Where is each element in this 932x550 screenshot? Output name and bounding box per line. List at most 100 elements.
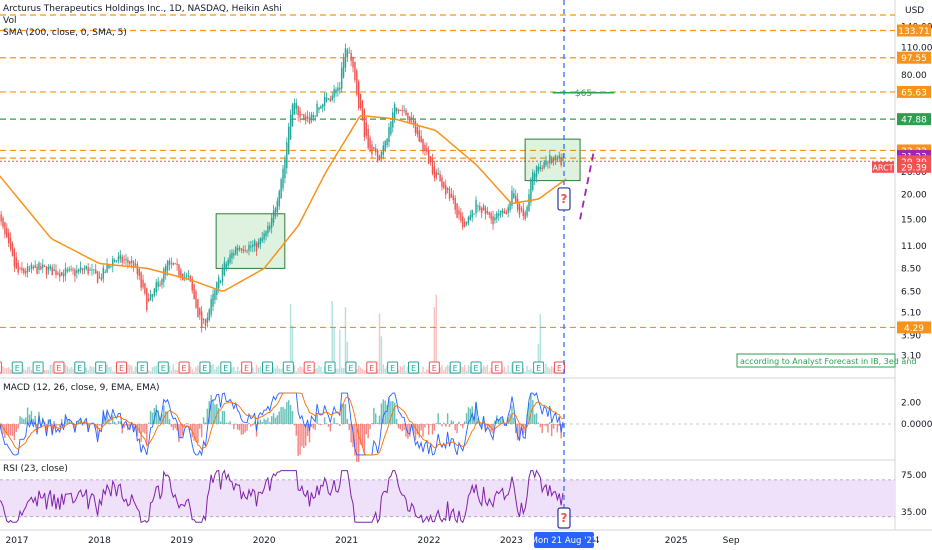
volume-bar <box>418 371 420 374</box>
candle-body <box>110 266 112 267</box>
macd-histogram-bar <box>367 424 369 439</box>
macd-histogram-bar <box>248 422 250 424</box>
macd-histogram-bar <box>359 424 362 445</box>
earnings-marker-label: E <box>36 364 41 373</box>
candle-body <box>384 140 386 151</box>
volume-bar <box>217 365 220 374</box>
vol-legend[interactable]: Vol <box>3 16 17 26</box>
macd-histogram-bar <box>240 424 243 435</box>
candle-body <box>443 182 445 189</box>
volume-bar <box>337 368 339 374</box>
macd-histogram-bar <box>393 402 396 424</box>
volume-bar <box>127 364 129 374</box>
candle-body <box>246 250 248 252</box>
candle-body <box>47 267 50 271</box>
volume-bar <box>439 367 441 374</box>
earnings-marker-icon <box>157 361 169 374</box>
price-tick-label: 5.10 <box>901 308 921 318</box>
volume-bar <box>26 366 29 374</box>
candle-body <box>93 269 95 271</box>
level-badge-1 <box>897 51 931 64</box>
earnings-marker-label: E <box>453 364 458 373</box>
macd-histogram-bar <box>284 408 286 424</box>
crosshair-date-label: Mon 21 Aug '23 <box>531 536 598 546</box>
macd-legend[interactable]: MACD (12, 26, close, 9, EMA, EMA) <box>3 383 160 393</box>
price-tick-label: 20.00 <box>901 191 927 201</box>
volume-bar <box>543 371 545 374</box>
macd-histogram-bar <box>25 417 27 424</box>
candle-body <box>76 270 78 273</box>
volume-bar <box>110 366 112 374</box>
volume-bar <box>445 366 447 374</box>
volume-bar <box>238 370 241 374</box>
earnings-marker-icon <box>407 361 419 374</box>
macd-histogram-bar <box>132 424 135 432</box>
earnings-marker-label: E <box>557 364 562 373</box>
macd-histogram-bar <box>552 424 555 429</box>
volume-bar <box>526 365 528 374</box>
macd-histogram-bar <box>375 413 377 424</box>
candle-body <box>547 162 549 164</box>
sma-legend[interactable]: SMA (200, close, 0, SMA, 5) <box>3 28 127 38</box>
macd-histogram-bar <box>265 419 267 424</box>
macd-histogram-bar <box>390 401 392 424</box>
earnings-marker-icon <box>53 361 65 374</box>
volume-bar <box>463 364 466 374</box>
macd-histogram-bar <box>227 422 229 424</box>
candle-body <box>161 279 163 285</box>
volume-bar <box>314 369 316 374</box>
candle-body <box>236 248 239 251</box>
volume-bar <box>356 368 358 374</box>
macd-histogram-bar <box>225 422 227 424</box>
candle-body <box>261 237 263 242</box>
candle-body <box>253 240 256 246</box>
candle-body <box>454 197 456 210</box>
volume-bar <box>45 370 48 374</box>
macd-histogram-bar <box>267 417 269 424</box>
candle-body <box>195 291 197 308</box>
earnings-marker-icon <box>533 361 545 374</box>
candle-body <box>550 158 553 164</box>
volume-bar <box>399 365 402 374</box>
candle-body <box>280 179 282 199</box>
macd-histogram-bar <box>77 421 80 424</box>
macd-histogram-bar <box>333 417 335 424</box>
time-tick-label: 2022 <box>418 536 441 546</box>
macd-histogram-bar <box>305 424 307 446</box>
macd-histogram-bar <box>200 424 203 438</box>
macd-histogram-bar <box>378 415 381 424</box>
macd-histogram-bar <box>312 424 315 429</box>
macd-histogram-bar <box>429 424 432 425</box>
macd-histogram-bar <box>161 413 163 424</box>
macd-histogram-bar <box>282 406 284 424</box>
candle-body <box>53 269 55 272</box>
macd-histogram-bar <box>380 403 383 424</box>
macd-histogram-bar <box>530 393 532 424</box>
price-tick-label: 80.00 <box>901 71 927 81</box>
volume-bar <box>132 371 135 374</box>
macd-histogram-bar <box>223 411 226 424</box>
macd-histogram-bar <box>539 424 542 428</box>
chart-title[interactable]: Arcturus Therapeutics Holdings Inc., 1D,… <box>3 4 282 14</box>
volume-bar <box>405 371 407 374</box>
macd-histogram-bar <box>446 413 449 424</box>
macd-histogram-bar <box>253 421 256 424</box>
candle-body <box>433 166 436 178</box>
candle-body <box>414 121 417 133</box>
rsi-legend[interactable]: RSI (23, close) <box>3 464 68 474</box>
candle-body <box>431 159 434 174</box>
earnings-marker-icon <box>470 361 482 374</box>
earnings-marker-label: E <box>328 364 333 373</box>
volume-bar <box>363 370 366 374</box>
candle-body <box>333 89 335 98</box>
volume-bar <box>511 364 513 374</box>
volume-bar <box>70 367 72 374</box>
volume-bar <box>231 367 233 374</box>
macd-histogram-bar <box>170 424 173 427</box>
earnings-marker-label: E <box>369 364 374 373</box>
macd-histogram-bar <box>252 424 254 426</box>
macd-histogram-bar <box>405 424 407 437</box>
earnings-marker-icon <box>220 361 232 374</box>
macd-histogram-bar <box>187 423 190 425</box>
